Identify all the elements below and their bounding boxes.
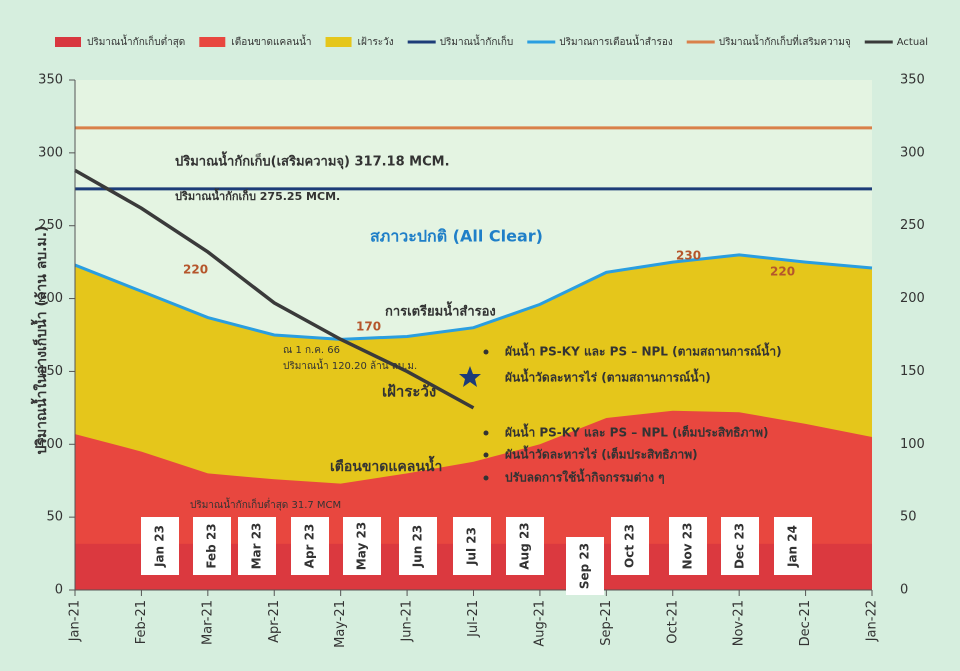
month-box (193, 517, 231, 575)
month-box-label: May 23 (355, 522, 369, 570)
x-tick-label: Jan-22 (865, 600, 880, 642)
y2-tick-label: 200 (900, 291, 925, 306)
legend-swatch (325, 37, 352, 47)
y2-tick-label: 250 (900, 218, 925, 233)
annotation: 220 (770, 265, 795, 279)
measure-text: ผันน้ำวัดละหารไร่ (เต็มประสิทธิภาพ) (505, 445, 698, 462)
y-tick-label: 100 (38, 437, 63, 452)
month-box (453, 517, 491, 575)
month-box (669, 517, 707, 575)
legend-swatch (55, 37, 81, 47)
month-box-label: Mar 23 (250, 523, 264, 570)
month-box-label: Nov 23 (681, 523, 695, 570)
annotation: ปริมาณน้ำกักเก็บต่ำสุด 31.7 MCM (190, 497, 341, 511)
x-tick-label: Nov-21 (732, 600, 747, 646)
measure-text: ผันน้ำ PS-KY และ PS – NPL (ตามสถานการณ์น… (505, 342, 782, 359)
y-axis-label: ปริมาณน้ำในอ่างเก็บน้ำ (ล้าน ลบ.ม.) (30, 226, 50, 455)
x-tick-label: Dec-21 (798, 600, 813, 646)
y-tick-label: 300 (38, 145, 63, 160)
annotation: การเตรียมน้ำสำรอง (385, 301, 496, 320)
legend-label: เฝ้าระวัง (358, 36, 394, 48)
y2-tick-label: 0 (900, 583, 908, 598)
y2-tick-label: 50 (900, 510, 917, 525)
annotation: 220 (183, 263, 208, 277)
measure-text: ปรับลดการใช้น้ำกิจกรรมต่าง ๆ (505, 468, 665, 485)
month-box (141, 517, 179, 575)
x-tick-label: May-21 (333, 600, 348, 648)
y2-tick-label: 100 (900, 437, 925, 452)
legend-label: เตือนขาดแคลนน้ำ (231, 34, 311, 48)
y2-tick-label: 150 (900, 364, 925, 379)
month-box (343, 517, 381, 575)
month-box-label: Aug 23 (518, 522, 532, 569)
measure-text: ผันน้ำวัดละหารไร่ (ตามสถานการณ์น้ำ) (505, 368, 711, 385)
month-box (506, 517, 544, 575)
y-tick-label: 200 (38, 291, 63, 306)
annotation: ณ 1 ก.ค. 66 (283, 345, 340, 356)
month-box-label: Jun 23 (411, 525, 425, 568)
month-box (611, 517, 649, 575)
annotation: ปริมาณน้ำกักเก็บ 275.25 MCM. (175, 188, 340, 203)
annotation: เตือนขาดแคลนน้ำ (330, 455, 442, 475)
month-box-label: Jan 24 (786, 525, 800, 568)
y-tick-label: 350 (38, 73, 63, 88)
series-line (74, 168, 475, 410)
x-tick-label: Jul-21 (466, 600, 481, 638)
x-tick-label: Sep-21 (599, 600, 614, 646)
y-tick-label: 50 (46, 510, 63, 525)
x-tick-label: Oct-21 (665, 600, 680, 644)
month-box-label: Dec 23 (733, 523, 747, 569)
star-marker (459, 366, 481, 387)
legend-label: ปริมาณน้ำกักเก็บที่เสริมความจุ (719, 34, 851, 48)
month-box-label: Oct 23 (623, 524, 637, 568)
legend-label: ปริมาณน้ำกักเก็บต่ำสุด (87, 34, 185, 48)
legend-label: ปริมาณการเตือนน้ำสำรอง (559, 34, 673, 48)
x-tick-label: Feb-21 (134, 600, 149, 644)
legend-label: Actual (897, 37, 928, 48)
month-box (721, 517, 759, 575)
month-box (774, 517, 812, 575)
series-line (74, 253, 873, 341)
measure-text: ผันน้ำ PS-KY และ PS – NPL (เต็มประสิทธิภ… (505, 423, 769, 440)
legend-swatch (199, 37, 226, 47)
bullet (483, 430, 489, 436)
x-tick-label: Aug-21 (532, 600, 547, 647)
x-tick-label: Jun-21 (400, 600, 415, 643)
month-box-label: Apr 23 (303, 524, 317, 569)
month-box (238, 517, 276, 575)
annotation: เฝ้าระวัง (382, 383, 436, 401)
month-box (566, 537, 604, 595)
bullet (483, 475, 489, 481)
y-tick-label: 0 (55, 583, 63, 598)
annotation: ปริมาณน้ำกักเก็บ(เสริมความจุ) 317.18 MCM… (175, 151, 450, 170)
y-tick-label: 150 (38, 364, 63, 379)
annotation: ปริมาณน้ำ 120.20 ล้าน ลบ.ม. (283, 358, 417, 372)
legend-label: ปริมาณน้ำกักเก็บ (440, 34, 514, 48)
x-tick-label: Mar-21 (200, 600, 215, 645)
annotation: 170 (356, 320, 381, 334)
y-tick-label: 250 (38, 218, 63, 233)
annotation: สภาวะปกติ (All Clear) (370, 227, 543, 246)
month-box (291, 517, 329, 575)
annotation: 230 (676, 249, 701, 263)
y2-tick-label: 350 (900, 73, 925, 88)
month-box-label: Jan 23 (153, 525, 167, 568)
month-box-label: Jul 23 (465, 527, 479, 566)
month-box (399, 517, 437, 575)
month-box-label: Sep 23 (578, 543, 592, 589)
bullet (483, 452, 489, 458)
x-tick-label: Apr-21 (267, 600, 282, 643)
x-tick-label: Jan-21 (68, 600, 83, 642)
y2-tick-label: 300 (900, 145, 925, 160)
month-box-label: Feb 23 (205, 523, 219, 568)
bullet (483, 349, 489, 355)
